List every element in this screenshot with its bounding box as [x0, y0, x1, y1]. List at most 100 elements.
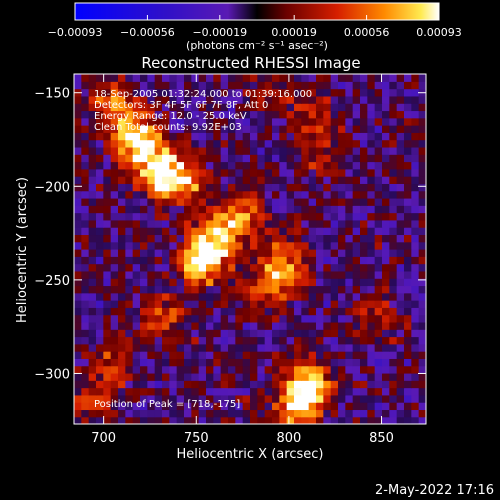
heatmap-cell — [286, 343, 295, 352]
heatmap-cell — [360, 343, 368, 352]
heatmap-cell — [308, 263, 317, 272]
heatmap-cell — [125, 125, 134, 133]
heatmap-cell — [198, 270, 207, 279]
heatmap-cell — [308, 205, 317, 214]
heatmap-cell — [404, 227, 412, 236]
heatmap-cell — [191, 365, 200, 374]
heatmap-cell — [279, 139, 288, 148]
heatmap-cell — [338, 416, 346, 424]
heatmap-cell — [367, 139, 376, 148]
heatmap-cell — [404, 263, 412, 272]
heatmap-cell — [228, 343, 236, 352]
heatmap-cell — [404, 125, 412, 133]
heatmap-cell — [140, 95, 148, 104]
heatmap-cell — [125, 285, 134, 294]
heatmap-cell — [418, 365, 426, 374]
heatmap-cell — [191, 380, 200, 389]
heatmap-cell — [411, 343, 420, 352]
heatmap-cell — [301, 321, 310, 330]
heatmap-cell — [213, 394, 222, 403]
heatmap-cell — [257, 307, 266, 316]
heatmap-cell — [118, 372, 126, 381]
heatmap-cell — [286, 314, 295, 323]
heatmap-cell — [389, 300, 398, 308]
heatmap-cell — [169, 139, 178, 148]
heatmap-cell — [88, 110, 97, 119]
heatmap-cell — [154, 197, 163, 206]
heatmap-cell — [184, 321, 192, 330]
heatmap-cell — [125, 81, 134, 90]
heatmap-cell — [411, 117, 420, 126]
heatmap-cell — [140, 103, 148, 112]
heatmap-cell — [338, 387, 346, 396]
heatmap-cell — [411, 329, 420, 338]
heatmap-cell — [162, 234, 170, 243]
heatmap-cell — [96, 256, 104, 265]
heatmap-cell — [220, 95, 229, 104]
heatmap-cell — [103, 234, 112, 243]
heatmap-cell — [250, 263, 258, 272]
heatmap-cell — [382, 394, 390, 403]
heatmap-cell — [169, 358, 178, 367]
heatmap-cell — [323, 314, 332, 323]
heatmap-cell — [184, 336, 192, 345]
heatmap-cell — [147, 292, 156, 301]
heatmap-cell — [74, 227, 82, 236]
heatmap-cell — [396, 307, 405, 316]
heatmap-cell — [81, 132, 90, 141]
heatmap-cell — [286, 285, 295, 294]
heatmap-cell — [418, 256, 426, 265]
heatmap-cell — [220, 321, 229, 330]
heatmap-cell — [374, 270, 383, 279]
heatmap-cell — [162, 161, 170, 170]
heatmap-cell — [272, 387, 280, 396]
heatmap-cell — [74, 416, 82, 424]
heatmap-cell — [360, 336, 368, 345]
heatmap-cell — [382, 416, 390, 424]
heatmap-cell — [345, 176, 354, 184]
heatmap-cell — [389, 103, 398, 112]
heatmap-cell — [382, 234, 390, 243]
heatmap-cell — [184, 227, 192, 236]
heatmap-cell — [198, 176, 207, 184]
heatmap-cell — [382, 387, 390, 396]
colorbar: −0.00093 −0.00056 −0.00019 0.00019 0.00056 0.… — [48, 2, 462, 52]
x-tick-label: 700 — [91, 431, 116, 446]
heatmap-cell — [147, 88, 156, 97]
colorbar-tick-label: 0.00056 — [344, 26, 390, 39]
heatmap-cell — [250, 81, 258, 90]
heatmap-cell — [250, 351, 258, 359]
heatmap-cell — [220, 110, 229, 119]
heatmap-cell — [169, 176, 178, 184]
heatmap-cell — [81, 270, 90, 279]
heatmap-cell — [213, 321, 222, 330]
heatmap-cell — [125, 212, 134, 221]
heatmap-cell — [338, 351, 346, 359]
heatmap-cell — [360, 212, 368, 221]
heatmap-cell — [154, 88, 163, 97]
heatmap-cell — [286, 139, 295, 148]
heatmap-cell — [147, 416, 156, 424]
heatmap-cell — [110, 263, 119, 272]
heatmap-cell — [198, 278, 207, 287]
heatmap-cell — [184, 212, 192, 221]
heatmap-cell — [345, 88, 354, 97]
heatmap-cell — [110, 197, 119, 206]
heatmap-cell — [74, 394, 82, 403]
heatmap-cell — [382, 270, 390, 279]
heatmap-cell — [345, 146, 354, 155]
heatmap-cell — [352, 205, 361, 214]
heatmap-cell — [191, 88, 200, 97]
heatmap-cell — [103, 343, 112, 352]
heatmap-cell — [330, 81, 339, 90]
heatmap-cell — [250, 103, 258, 112]
heatmap-cell — [125, 394, 134, 403]
heatmap-cell — [330, 292, 339, 301]
heatmap-cell — [103, 197, 112, 206]
heatmap-cell — [286, 146, 295, 155]
heatmap-cell — [374, 110, 383, 119]
heatmap-cell — [96, 168, 104, 177]
heatmap-cell — [330, 234, 339, 243]
heatmap-cell — [162, 343, 170, 352]
heatmap-cell — [176, 307, 185, 316]
